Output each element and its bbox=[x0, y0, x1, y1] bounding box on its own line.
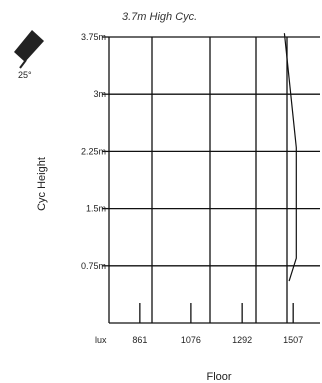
lamp-angle-label: 25° bbox=[18, 70, 32, 80]
y-axis-label: Cyc Height bbox=[36, 157, 48, 211]
x-tick-label: 1076 bbox=[181, 335, 201, 345]
x-tick-label: 1507 bbox=[283, 335, 303, 345]
chart-title: 3.7m High Cyc. bbox=[122, 11, 197, 23]
y-tick-label: 1.5m bbox=[86, 204, 106, 214]
x-tick-label: 1292 bbox=[232, 335, 252, 345]
y-tick-label: 3.75m bbox=[81, 32, 106, 42]
lamp-icon bbox=[14, 30, 44, 69]
x-axis-label: Floor bbox=[206, 371, 231, 383]
y-tick-label: 2.25m bbox=[81, 146, 106, 156]
chart-grid bbox=[108, 36, 320, 324]
series-line bbox=[283, 33, 297, 282]
lux-label: lux bbox=[95, 335, 107, 345]
y-tick-label: 0.75m bbox=[81, 261, 106, 271]
x-tick-label: 861 bbox=[132, 335, 147, 345]
y-tick-label: 3m bbox=[93, 89, 106, 99]
